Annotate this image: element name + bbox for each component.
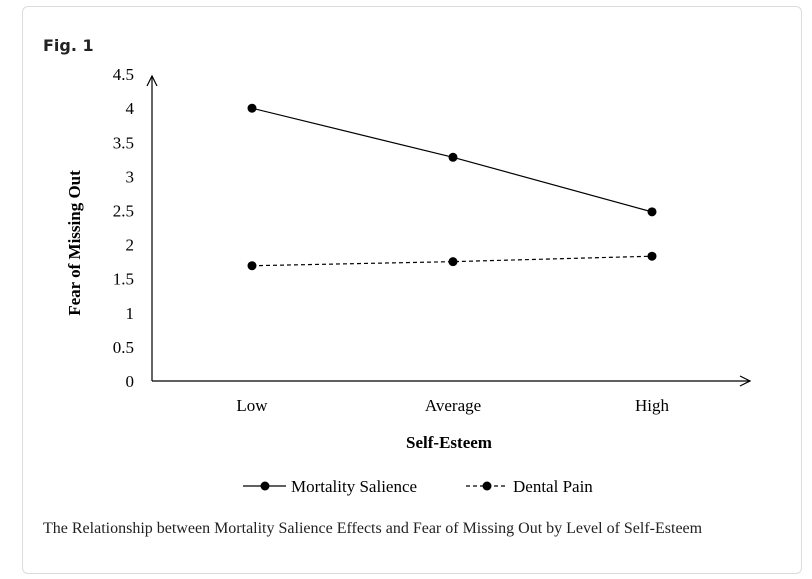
- y-tick-label: 0.5: [113, 338, 134, 357]
- data-point: [247, 103, 257, 113]
- legend-marker-dental-pain: [482, 481, 492, 491]
- x-axis-arrow: [739, 375, 752, 387]
- y-axis-arrow: [146, 74, 158, 87]
- x-tick-label: Average: [425, 396, 481, 415]
- data-point: [647, 251, 657, 261]
- y-tick-label: 2: [126, 236, 135, 255]
- legend-label-mortality-salience: Mortality Salience: [291, 477, 417, 496]
- legend-label-dental-pain: Dental Pain: [513, 477, 593, 496]
- y-tick-label: 1.5: [113, 270, 134, 289]
- y-axis: 0 0.5 1 1.5 2 2.5 3 3.5 4 4.5: [113, 65, 158, 391]
- series-layer: [247, 103, 657, 271]
- x-axis-label: Self-Esteem: [406, 433, 492, 452]
- data-point: [247, 261, 257, 271]
- y-tick-label: 1: [126, 304, 135, 323]
- x-tick-label: Low: [236, 396, 268, 415]
- y-tick-label: 0: [126, 372, 135, 391]
- figure-caption: The Relationship between Mortality Salie…: [43, 520, 703, 537]
- data-point: [448, 257, 458, 267]
- x-tick-label: High: [635, 396, 670, 415]
- y-tick-label: 2.5: [113, 202, 134, 221]
- y-tick-label: 3: [126, 167, 135, 186]
- line-chart: 0 0.5 1 1.5 2 2.5 3 3.5 4 4.5 Low Average High Fear…: [65, 65, 752, 496]
- data-point: [448, 152, 458, 162]
- data-point: [647, 207, 657, 217]
- figure-label: Fig. 1: [43, 36, 94, 55]
- y-axis-label: Fear of Missing Out: [65, 170, 84, 316]
- legend: Mortality Salience Dental Pain: [243, 477, 593, 496]
- y-tick-label: 4: [126, 99, 135, 118]
- y-tick-label: 3.5: [113, 133, 134, 152]
- x-axis: Low Average High: [152, 375, 752, 415]
- legend-marker-mortality-salience: [260, 481, 270, 491]
- y-tick-label: 4.5: [113, 65, 134, 84]
